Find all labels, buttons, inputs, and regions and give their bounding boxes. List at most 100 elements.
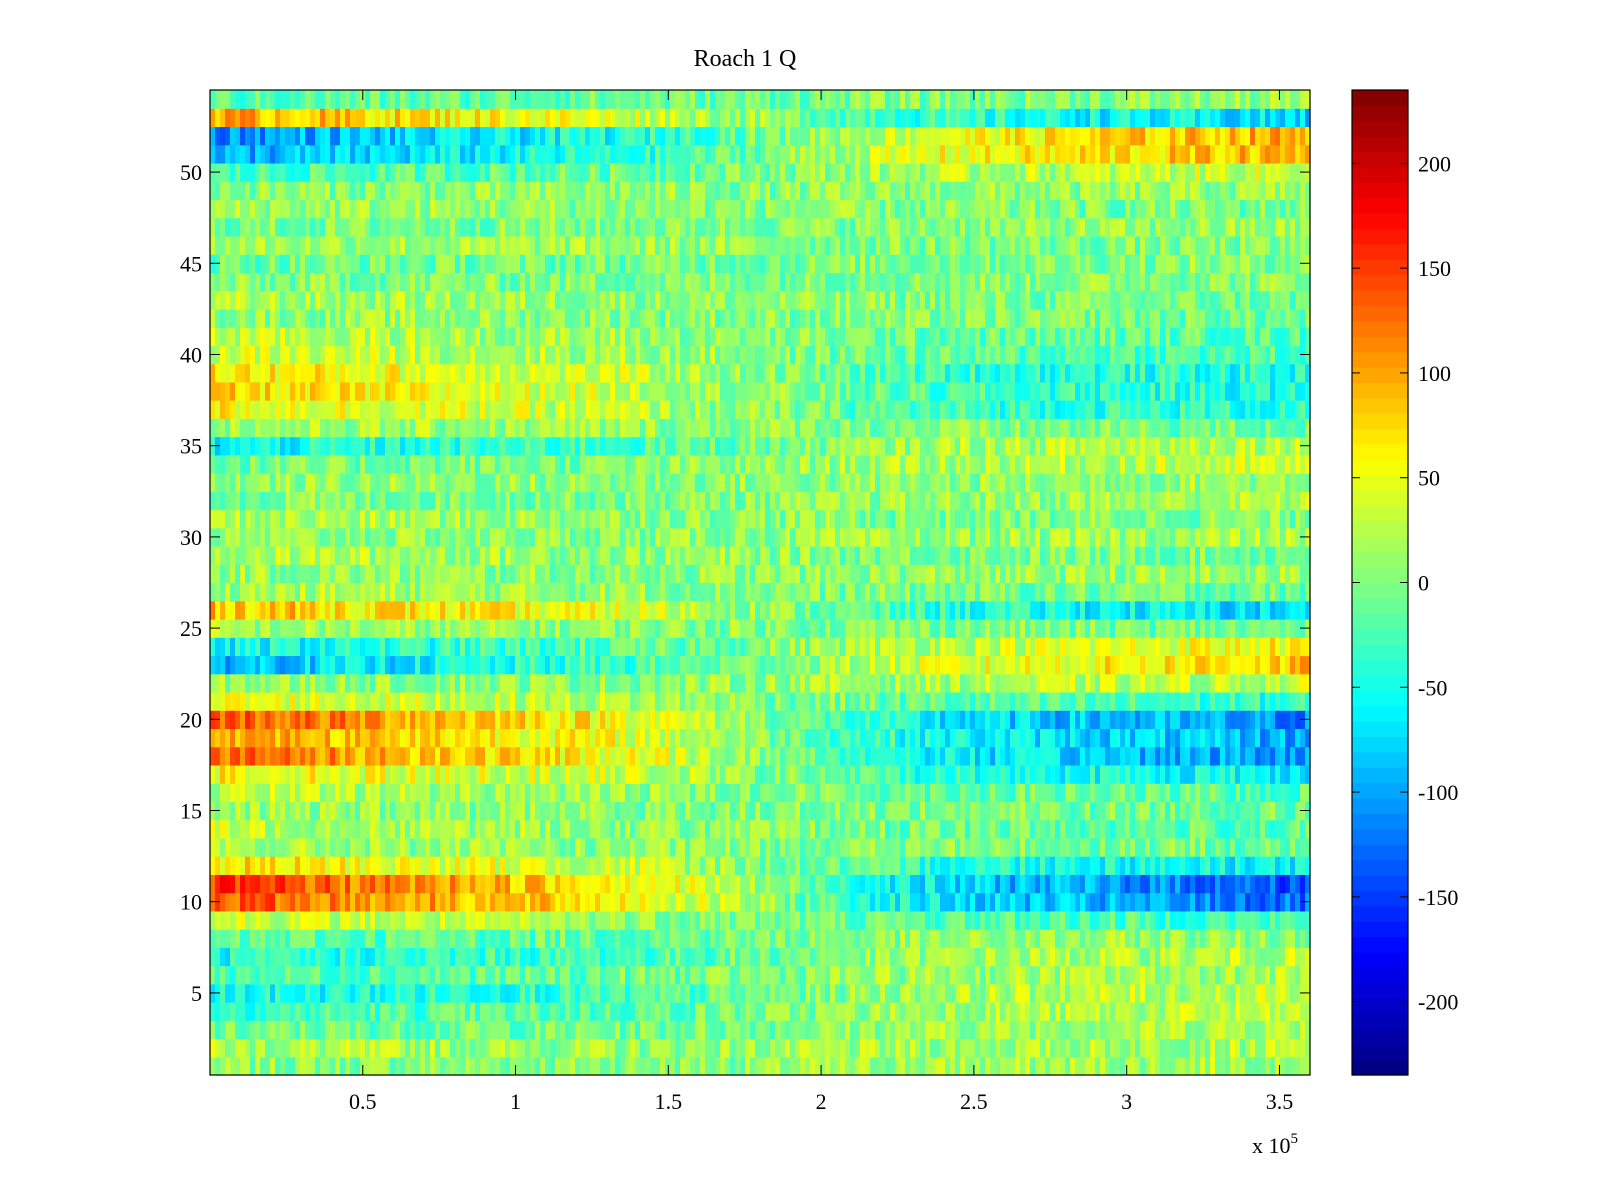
heatmap-cell <box>765 764 771 784</box>
heatmap-cell <box>1165 874 1171 894</box>
heatmap-cell <box>240 1002 246 1021</box>
heatmap-cell <box>280 874 286 894</box>
heatmap-cell <box>1170 837 1176 857</box>
heatmap-cell <box>820 947 826 967</box>
heatmap-cell <box>660 1002 666 1021</box>
heatmap-cell <box>1270 1020 1276 1040</box>
heatmap-cell <box>385 691 391 711</box>
heatmap-cell <box>445 746 451 766</box>
heatmap-cell <box>450 947 456 967</box>
heatmap-cell <box>1125 691 1131 711</box>
heatmap-cell <box>1100 910 1106 930</box>
heatmap-cell <box>1145 1020 1151 1040</box>
heatmap-cell <box>515 710 521 730</box>
heatmap-cell <box>335 801 341 821</box>
heatmap-cell <box>700 874 706 894</box>
heatmap-cell <box>1235 983 1241 1003</box>
heatmap-cell <box>670 965 676 985</box>
heatmap-cell <box>1120 673 1126 693</box>
heatmap-cell <box>420 764 426 784</box>
heatmap-cell <box>250 728 256 748</box>
heatmap-cell <box>855 874 861 894</box>
heatmap-cell <box>335 1002 341 1021</box>
heatmap-cell <box>865 837 871 857</box>
heatmap-cell <box>1125 910 1131 930</box>
heatmap-cell <box>740 783 746 802</box>
heatmap-cell <box>615 910 621 930</box>
heatmap-cell <box>250 1020 256 1040</box>
heatmap-cell <box>855 929 861 948</box>
heatmap-cell <box>1170 819 1176 839</box>
heatmap-cell <box>610 892 616 912</box>
heatmap-cell <box>340 965 346 985</box>
heatmap-cell <box>1300 746 1306 766</box>
heatmap-cell <box>1260 746 1266 766</box>
heatmap-cell <box>955 892 961 912</box>
heatmap-cell <box>605 783 611 802</box>
heatmap-cell <box>965 983 971 1003</box>
heatmap-cell <box>740 874 746 894</box>
heatmap-cell <box>930 892 936 912</box>
heatmap-cell <box>480 783 486 802</box>
heatmap-cell <box>1045 819 1051 839</box>
heatmap-cell <box>645 874 651 894</box>
heatmap-cell <box>1055 1056 1061 1076</box>
heatmap-cell <box>1085 1056 1091 1076</box>
heatmap-cell <box>680 874 686 894</box>
heatmap-cell <box>485 910 491 930</box>
heatmap-cell <box>330 764 336 784</box>
heatmap-cell <box>270 892 276 912</box>
heatmap-cell <box>765 1020 771 1040</box>
heatmap-cell <box>1295 910 1301 930</box>
heatmap-cell <box>985 764 991 784</box>
heatmap-cell <box>1045 673 1051 693</box>
heatmap-cell <box>1075 1020 1081 1040</box>
heatmap-cell <box>340 691 346 711</box>
heatmap-cell <box>1000 892 1006 912</box>
heatmap-cell <box>970 929 976 948</box>
heatmap-cell <box>425 983 431 1003</box>
heatmap-cell <box>640 892 646 912</box>
heatmap-cell <box>610 710 616 730</box>
heatmap-cell <box>365 691 371 711</box>
heatmap-cell <box>1060 929 1066 948</box>
heatmap-cell <box>1155 783 1161 802</box>
heatmap-cell <box>620 1020 626 1040</box>
heatmap-cell <box>1105 728 1111 748</box>
heatmap-cell <box>635 1020 641 1040</box>
heatmap-cell <box>720 673 726 693</box>
heatmap-cell <box>620 655 626 675</box>
heatmap-cell <box>390 1020 396 1040</box>
heatmap-cell <box>1230 673 1236 693</box>
heatmap-cell <box>485 1020 491 1040</box>
heatmap-cell <box>950 910 956 930</box>
heatmap-cell <box>1170 783 1176 802</box>
heatmap-cell <box>960 673 966 693</box>
heatmap-cell <box>710 1056 716 1076</box>
heatmap-cell <box>260 965 266 985</box>
heatmap-cell <box>640 983 646 1003</box>
heatmap-cell <box>505 1056 511 1076</box>
heatmap-cell <box>305 819 311 839</box>
heatmap-cell <box>955 691 961 711</box>
heatmap-cell <box>840 1038 846 1058</box>
heatmap-cell <box>930 1020 936 1040</box>
heatmap-cell <box>425 837 431 857</box>
heatmap-cell <box>840 1002 846 1021</box>
heatmap-cell <box>290 1056 296 1076</box>
heatmap-cell <box>1165 1038 1171 1058</box>
heatmap-cell <box>1240 947 1246 967</box>
heatmap-cell <box>1240 691 1246 711</box>
heatmap-cell <box>1025 874 1031 894</box>
heatmap-cell <box>1105 1002 1111 1021</box>
heatmap-cell <box>1180 983 1186 1003</box>
heatmap-cell <box>815 1002 821 1021</box>
heatmap-cell <box>220 673 226 693</box>
heatmap-cell <box>480 764 486 784</box>
heatmap-cell <box>265 1038 271 1058</box>
heatmap-cell <box>940 673 946 693</box>
heatmap-cell <box>1045 1056 1051 1076</box>
heatmap-cell <box>835 783 841 802</box>
heatmap-cell <box>1260 801 1266 821</box>
heatmap-cell <box>370 1038 376 1058</box>
